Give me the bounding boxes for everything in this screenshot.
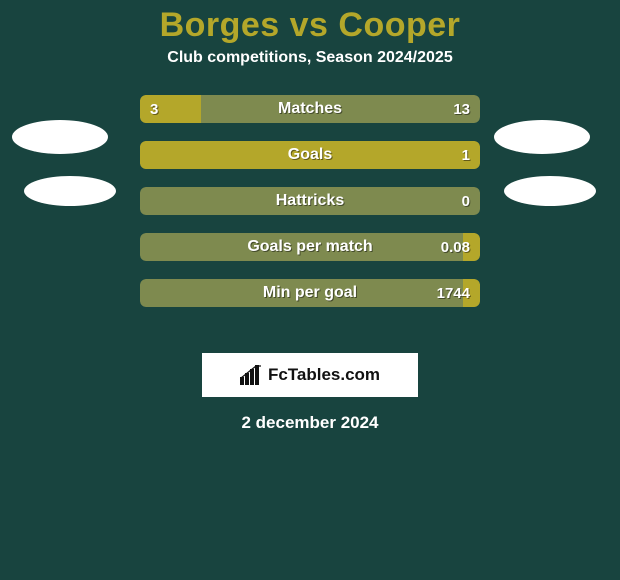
comparison-chart: Matches313 Goals1 Hattricks0 Goals per matc… xyxy=(0,95,620,335)
page-subtitle: Club competitions, Season 2024/2025 xyxy=(0,49,620,67)
stat-row: Hattricks0 xyxy=(140,187,480,215)
stat-row: Goals1 xyxy=(140,141,480,169)
bar-fill-left xyxy=(140,95,201,123)
player-oval-right-mid xyxy=(504,176,596,206)
player-oval-left-top xyxy=(12,120,108,154)
bar-fill-left xyxy=(140,141,480,169)
stat-row: Goals per match0.08 xyxy=(140,233,480,261)
bar-track xyxy=(140,187,480,215)
page-root: Borges vs Cooper Club competitions, Seas… xyxy=(0,0,620,580)
stat-row: Min per goal1744 xyxy=(140,279,480,307)
bar-track xyxy=(140,279,480,307)
stat-row: Matches313 xyxy=(140,95,480,123)
bar-fill-right xyxy=(463,279,480,307)
brand-text: FcTables.com xyxy=(268,365,380,385)
brand-box: FcTables.com xyxy=(202,353,418,397)
bar-fill-right xyxy=(463,233,480,261)
footer-date: 2 december 2024 xyxy=(0,413,620,433)
bar-chart-icon xyxy=(240,365,262,385)
player-oval-right-top xyxy=(494,120,590,154)
player-oval-left-mid xyxy=(24,176,116,206)
bar-track xyxy=(140,233,480,261)
page-title: Borges vs Cooper xyxy=(0,0,620,45)
chart-rows: Matches313 Goals1 Hattricks0 Goals per matc… xyxy=(140,95,480,325)
